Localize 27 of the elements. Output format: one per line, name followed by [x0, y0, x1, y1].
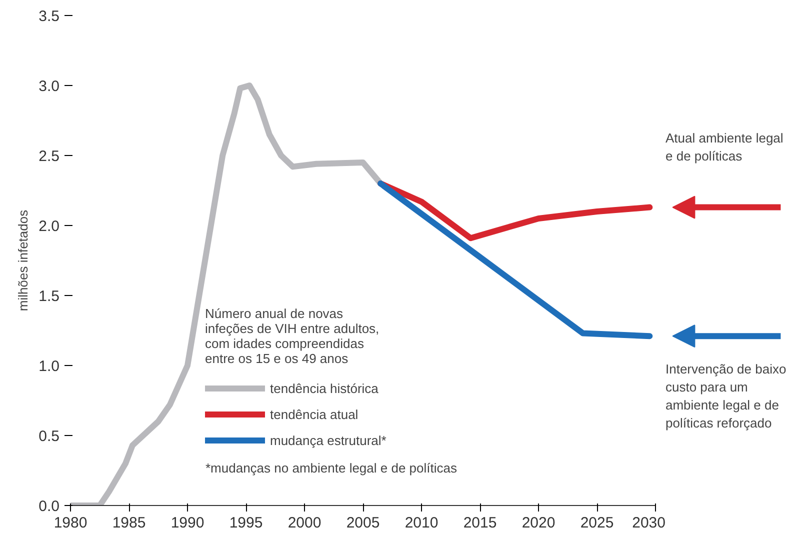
- y-tick-label: 3.5: [38, 8, 60, 25]
- text: Atual ambiente legal e de políticas: [666, 130, 784, 164]
- y-tick-label: 0.0: [38, 498, 60, 515]
- annotation: *mudanças no ambiente legal e de políticas: [206, 460, 458, 476]
- text: Intervenção de baixo custo para um ambiente legal e de políticas reforçado: [666, 361, 786, 430]
- x-tick-label: 2005: [346, 514, 380, 532]
- x-tick-label: 2025: [580, 514, 614, 532]
- legend-label: mudança estrutural*: [270, 432, 386, 448]
- legend-title: Número anual de novas infeções de VIH entre adultos, com idades compreendidas entre os 15 e os 49 anos: [205, 306, 380, 366]
- legend-label: tendência atual: [270, 406, 358, 422]
- x-tick-label: 1980: [54, 514, 88, 532]
- legend-label: tendência histórica: [270, 380, 378, 396]
- x-tick-label: 2020: [522, 514, 556, 532]
- y-tick-label: 3.0: [38, 78, 60, 95]
- x-tick-label: 2010: [404, 514, 438, 532]
- x-tick-label: 2000: [288, 514, 322, 532]
- x-tick-label: 2030: [632, 514, 666, 532]
- y-tick-label: 0.5: [38, 428, 60, 445]
- y-tick-label: 1.0: [38, 358, 60, 375]
- x-tick-label: 1985: [112, 514, 146, 532]
- x-tick-label: 2015: [463, 514, 497, 532]
- y-tick-label: 1.5: [38, 288, 60, 305]
- y-axis-title: milhões infetados: [16, 209, 31, 312]
- y-tick-label: 2.0: [38, 218, 60, 235]
- x-tick-label: 1990: [170, 514, 204, 532]
- y-tick-label: 2.5: [38, 148, 60, 165]
- x-tick-label: 1995: [229, 514, 263, 532]
